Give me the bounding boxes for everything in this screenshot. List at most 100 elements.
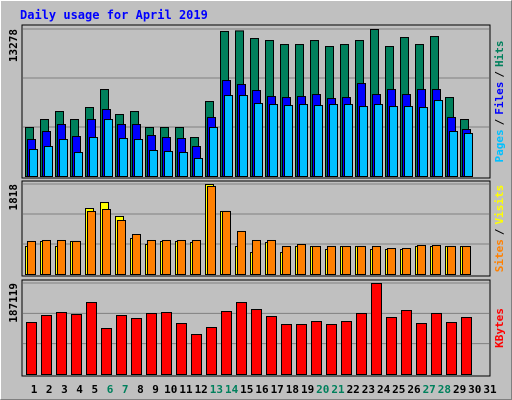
bar bbox=[311, 321, 322, 375]
chart-title: Daily usage for April 2019 bbox=[20, 8, 208, 22]
bar bbox=[131, 318, 142, 376]
x-tick-label: 5 bbox=[91, 383, 98, 396]
x-tick-label: 14 bbox=[225, 383, 239, 396]
bar bbox=[401, 310, 412, 376]
x-tick-label: 1 bbox=[31, 383, 38, 396]
bar bbox=[371, 283, 382, 375]
bar bbox=[162, 239, 171, 275]
x-tick-label: 24 bbox=[377, 383, 391, 396]
legend: Sites / Visits bbox=[493, 185, 506, 273]
x-tick-label: 4 bbox=[76, 383, 83, 396]
y-tick-label: 13278 bbox=[7, 29, 20, 62]
bar bbox=[434, 100, 443, 177]
x-tick-label: 3 bbox=[61, 383, 68, 396]
x-tick-label: 2 bbox=[46, 383, 53, 396]
bar bbox=[284, 105, 293, 177]
bar bbox=[431, 313, 442, 376]
bar bbox=[269, 104, 278, 177]
bar bbox=[134, 139, 143, 178]
legend-entry: Sites bbox=[493, 239, 506, 272]
bar bbox=[87, 210, 96, 275]
legend-entry: KBytes bbox=[493, 308, 506, 348]
x-tick-label: 28 bbox=[438, 383, 451, 396]
bar bbox=[236, 302, 247, 375]
x-tick-label: 17 bbox=[271, 383, 284, 396]
bar bbox=[179, 152, 188, 177]
bar bbox=[119, 138, 128, 178]
x-tick-label: 13 bbox=[210, 383, 223, 396]
bar bbox=[74, 152, 83, 177]
bar bbox=[282, 245, 291, 275]
bar bbox=[101, 328, 112, 375]
bar bbox=[299, 104, 308, 177]
bar bbox=[102, 209, 111, 275]
bar bbox=[387, 248, 396, 276]
bar bbox=[224, 95, 233, 177]
x-tick-label: 12 bbox=[195, 383, 208, 396]
bar bbox=[104, 119, 113, 178]
x-tick-label: 11 bbox=[179, 383, 193, 396]
y-tick-label: 187119 bbox=[7, 283, 20, 323]
bar bbox=[251, 309, 262, 376]
bar bbox=[191, 334, 202, 375]
legend: KBytes bbox=[493, 308, 506, 348]
legend-separator: / bbox=[493, 118, 506, 125]
bar bbox=[41, 315, 52, 376]
bar bbox=[267, 239, 276, 275]
bar bbox=[72, 240, 81, 275]
x-tick-label: 16 bbox=[255, 383, 269, 396]
legend-entry: Hits bbox=[493, 41, 506, 68]
x-tick-label: 19 bbox=[301, 383, 314, 396]
bar bbox=[389, 106, 398, 177]
bar bbox=[341, 321, 352, 375]
bar bbox=[266, 316, 277, 376]
bar bbox=[71, 314, 82, 376]
bar bbox=[42, 239, 51, 275]
bar bbox=[374, 104, 383, 177]
legend-entry: Files bbox=[493, 82, 506, 115]
bar bbox=[432, 244, 441, 275]
bar bbox=[296, 324, 307, 375]
x-tick-label: 25 bbox=[392, 383, 405, 396]
bar bbox=[464, 133, 473, 177]
bar bbox=[449, 131, 458, 177]
bar bbox=[44, 146, 53, 177]
bar bbox=[147, 239, 156, 275]
bar bbox=[252, 239, 261, 275]
x-tick-label: 26 bbox=[407, 383, 421, 396]
bar bbox=[417, 244, 426, 275]
bar bbox=[237, 230, 246, 275]
legend-entry: Visits bbox=[493, 185, 506, 225]
bar bbox=[356, 313, 367, 376]
bar bbox=[404, 106, 413, 177]
bar bbox=[176, 323, 187, 375]
x-tick-label: 20 bbox=[316, 383, 329, 396]
bar bbox=[209, 127, 218, 177]
x-tick-label: 15 bbox=[240, 383, 253, 396]
bar bbox=[56, 312, 67, 376]
bar bbox=[314, 105, 323, 177]
legend-separator: / bbox=[493, 228, 506, 235]
bar bbox=[461, 317, 472, 376]
bar bbox=[402, 248, 411, 276]
bar bbox=[386, 317, 397, 376]
bar bbox=[57, 239, 66, 275]
x-tick-label: 22 bbox=[347, 383, 360, 396]
bar bbox=[342, 245, 351, 275]
bar bbox=[26, 322, 37, 375]
bar bbox=[297, 244, 306, 275]
bar bbox=[146, 313, 157, 376]
x-tick-label: 23 bbox=[362, 383, 375, 396]
bar bbox=[344, 104, 353, 177]
bar bbox=[177, 239, 186, 275]
bar bbox=[164, 151, 173, 177]
bar bbox=[327, 245, 336, 275]
bar bbox=[372, 245, 381, 275]
bar bbox=[312, 245, 321, 275]
x-tick-label: 29 bbox=[453, 383, 466, 396]
x-tick-label: 10 bbox=[164, 383, 177, 396]
bar bbox=[254, 103, 263, 177]
